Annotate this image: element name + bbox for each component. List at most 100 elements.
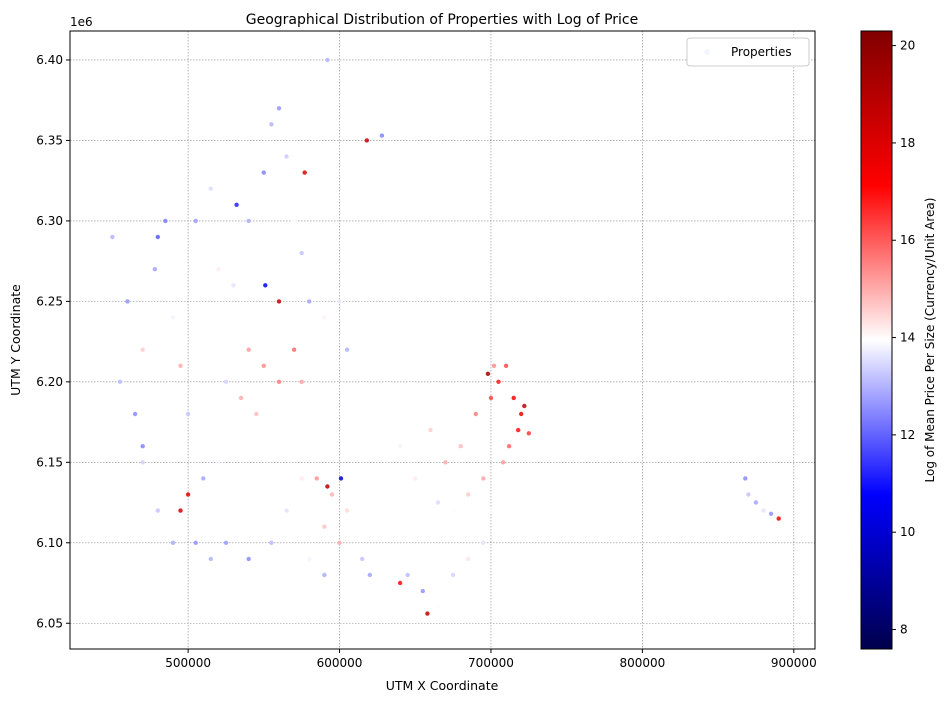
data-point xyxy=(344,347,350,352)
data-point xyxy=(746,492,751,497)
data-point xyxy=(299,379,304,384)
data-point xyxy=(511,395,516,401)
data-point xyxy=(743,476,748,481)
data-point xyxy=(216,267,221,272)
data-point xyxy=(284,154,289,159)
data-point xyxy=(261,170,266,175)
data-point xyxy=(322,524,327,529)
data-point xyxy=(155,508,160,513)
data-point xyxy=(314,476,319,481)
data-point xyxy=(344,508,350,513)
data-point xyxy=(526,431,531,436)
data-point xyxy=(506,444,512,449)
data-point xyxy=(152,267,157,272)
plot-frame xyxy=(69,30,816,650)
legend-box xyxy=(686,37,810,67)
colorbar-tick-label: 20 xyxy=(900,39,915,53)
y-tick-label: 6.15 xyxy=(36,455,63,469)
data-point xyxy=(420,588,425,594)
x-tick-label: 800000 xyxy=(619,656,665,670)
data-point xyxy=(117,379,123,384)
data-point xyxy=(140,444,145,449)
data-point xyxy=(201,476,206,481)
data-point xyxy=(491,363,497,368)
data-point xyxy=(170,540,176,545)
data-point xyxy=(397,444,403,449)
data-point xyxy=(178,508,183,513)
data-point xyxy=(458,444,463,449)
data-point xyxy=(234,202,239,207)
data-point xyxy=(208,556,213,562)
data-point xyxy=(263,283,268,288)
data-point xyxy=(481,476,486,481)
data-point xyxy=(364,138,369,143)
data-point xyxy=(488,508,494,513)
data-point xyxy=(435,500,441,505)
data-point xyxy=(170,315,176,320)
colorbar: 8 10 12 14 16 18 20 Log of Mean Price Per Size… xyxy=(860,30,937,650)
data-point xyxy=(299,250,304,256)
y-tick-label: 6.20 xyxy=(36,375,63,389)
y-axis-ticks: 6.05 6.10 6.15 6.20 6.25 6.30 6.35 6.40 xyxy=(36,53,70,630)
y-axis-label: UTM Y Coordinate xyxy=(8,284,23,396)
data-point xyxy=(397,580,403,586)
grid-lines xyxy=(70,31,815,649)
data-point xyxy=(276,106,282,111)
data-point xyxy=(223,540,229,545)
data-point xyxy=(522,403,527,409)
data-point xyxy=(291,347,297,352)
colorbar-tick-label: 14 xyxy=(900,331,915,345)
data-point xyxy=(519,411,524,417)
x-tick-label: 700000 xyxy=(468,656,514,670)
colorbar-tick-label: 12 xyxy=(900,428,915,442)
data-point xyxy=(208,186,213,191)
data-point xyxy=(254,411,259,417)
y-offset-label: 1e6 xyxy=(70,15,93,29)
data-point xyxy=(413,476,418,481)
data-point xyxy=(193,540,198,545)
data-point xyxy=(307,299,312,304)
data-point xyxy=(185,492,191,497)
data-point xyxy=(299,476,304,481)
data-point xyxy=(367,572,372,578)
y-tick-label: 6.30 xyxy=(36,214,63,228)
colorbar-tick-label: 16 xyxy=(900,233,915,247)
legend: Properties xyxy=(686,37,810,67)
data-point xyxy=(246,218,251,224)
colorbar-label: Log of Mean Price Per Size (Currency/Uni… xyxy=(923,198,937,483)
data-point xyxy=(516,427,521,433)
data-point xyxy=(753,500,759,505)
data-point xyxy=(291,218,297,224)
data-point xyxy=(337,540,342,545)
colorbar-tick-label: 8 xyxy=(900,623,908,637)
data-point xyxy=(163,218,168,224)
x-axis-label: UTM X Coordinate xyxy=(386,678,499,693)
data-point xyxy=(466,492,471,497)
data-points xyxy=(110,57,781,616)
data-point xyxy=(246,556,251,562)
data-point xyxy=(503,363,509,368)
data-point xyxy=(496,379,501,384)
data-point xyxy=(238,395,244,401)
data-point xyxy=(481,540,486,545)
legend-entry-properties: Properties xyxy=(731,45,792,59)
chart-title: Geographical Distribution of Properties … xyxy=(246,12,639,28)
data-point xyxy=(379,133,385,138)
data-point xyxy=(276,379,282,384)
data-point xyxy=(428,427,433,433)
data-point xyxy=(473,411,478,417)
x-tick-label: 600000 xyxy=(317,656,363,670)
data-point xyxy=(140,460,145,465)
y-tick-label: 6.35 xyxy=(36,133,63,147)
data-point xyxy=(500,460,506,465)
colorbar-ticks: 8 10 12 14 16 18 20 xyxy=(892,39,915,637)
data-point xyxy=(110,234,115,240)
data-point xyxy=(360,556,365,562)
data-point xyxy=(329,492,335,497)
data-point xyxy=(466,556,471,562)
data-point xyxy=(405,572,410,578)
colorbar-tick-label: 18 xyxy=(900,136,915,150)
x-axis-ticks: 500000 600000 700000 800000 900000 xyxy=(165,649,817,670)
data-point xyxy=(269,122,274,127)
